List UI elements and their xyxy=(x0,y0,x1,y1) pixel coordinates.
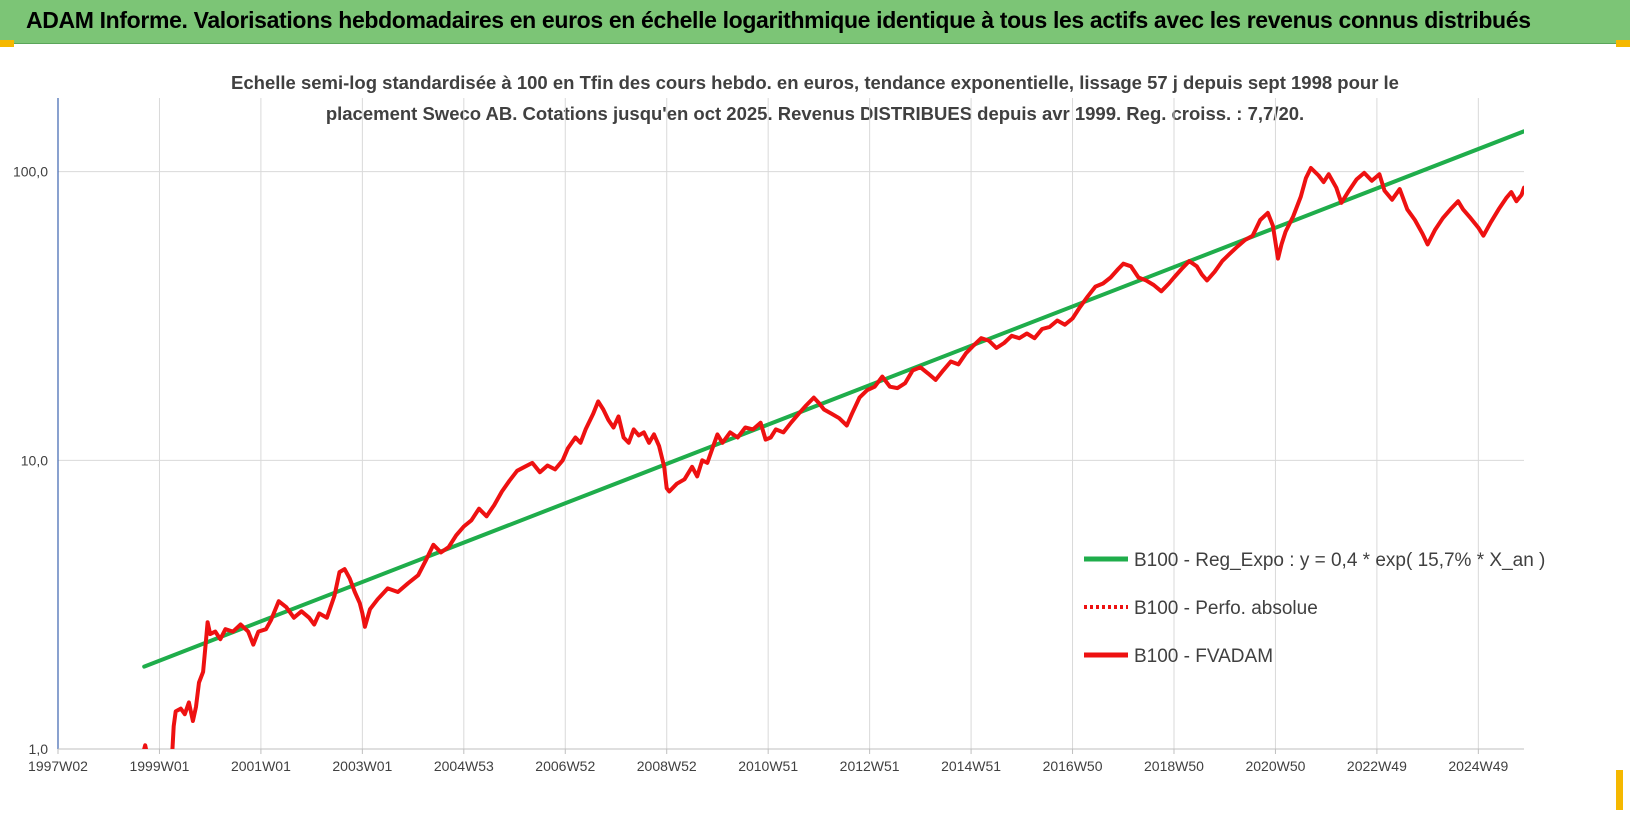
legend-label-1: B100 - Perfo. absolue xyxy=(1134,598,1318,619)
chart-series xyxy=(142,129,1524,749)
x-tick-label: 1999W01 xyxy=(129,758,189,774)
x-tick-label: 2010W51 xyxy=(738,758,798,774)
x-tick-label: 2003W01 xyxy=(332,758,392,774)
chart-axes: 1997W02 1999W01 2001W01 2003W01 2004W53 2006W… xyxy=(13,98,1524,774)
y-tick-label: 1,0 xyxy=(29,741,49,757)
y-tick-label: 100,0 xyxy=(13,164,48,180)
legend-label-0: B100 - Reg_Expo : y = 0,4 * exp( 15,7% *… xyxy=(1134,550,1545,571)
corner-marker-bottom-right xyxy=(1616,770,1623,810)
series-line-2 xyxy=(142,166,1524,749)
x-tick-label: 2012W51 xyxy=(840,758,900,774)
legend-label-2: B100 - FVADAM xyxy=(1134,646,1273,667)
x-tick-label: 2022W49 xyxy=(1347,758,1407,774)
x-tick-label: 2020W50 xyxy=(1245,758,1305,774)
corner-marker-top-right xyxy=(1616,40,1630,47)
x-tick-label: 2018W50 xyxy=(1144,758,1204,774)
page-title: ADAM Informe. Valorisations hebdomadaire… xyxy=(26,7,1531,33)
x-tick-label: 2014W51 xyxy=(941,758,1001,774)
x-tick-label: 2016W50 xyxy=(1043,758,1103,774)
x-tick-label: 2024W49 xyxy=(1448,758,1508,774)
x-tick-label: 2004W53 xyxy=(434,758,494,774)
title-banner: ADAM Informe. Valorisations hebdomadaire… xyxy=(0,0,1630,44)
x-tick-label: 2008W52 xyxy=(637,758,697,774)
chart-legend: B100 - Reg_Expo : y = 0,4 * exp( 15,7% *… xyxy=(1084,550,1545,667)
series-line-0 xyxy=(142,129,1524,669)
x-tick-label: 2006W52 xyxy=(535,758,595,774)
y-tick-label: 10,0 xyxy=(21,452,48,468)
corner-marker-top-left xyxy=(0,40,14,47)
chart-subtitle: Echelle semi-log standardisée à 100 en T… xyxy=(231,72,1399,124)
x-tick-label: 2001W01 xyxy=(231,758,291,774)
x-tick-label: 1997W02 xyxy=(28,758,88,774)
chart-subtitle-line: Echelle semi-log standardisée à 100 en T… xyxy=(231,72,1399,93)
chart-subtitle-line: placement Sweco AB. Cotations jusqu'en o… xyxy=(326,103,1304,124)
